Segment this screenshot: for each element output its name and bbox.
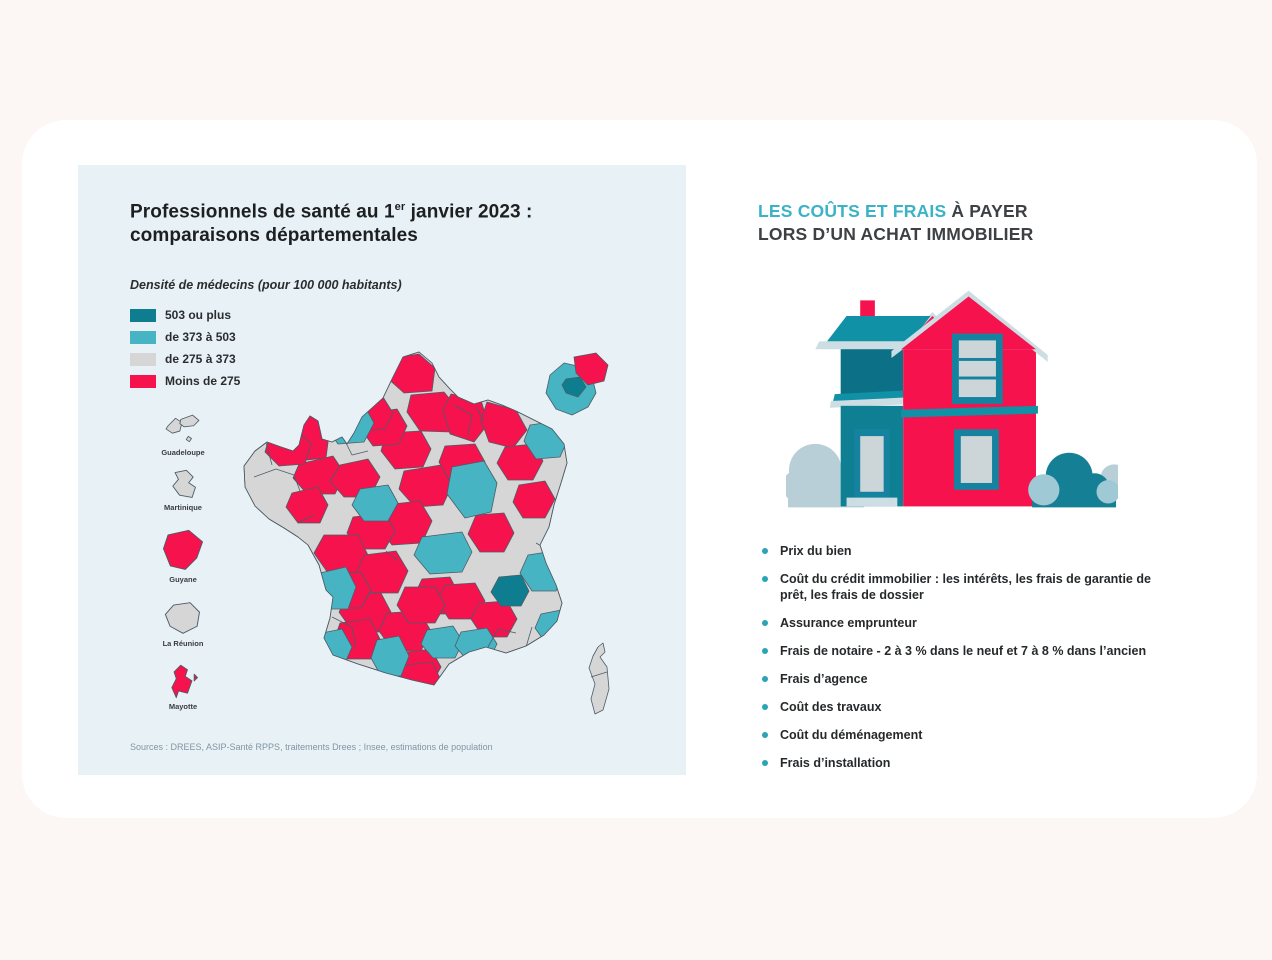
legend-row: de 275 à 373	[130, 348, 240, 370]
list-item: Coût du déménagement	[758, 727, 1168, 743]
legend-label: de 373 à 503	[165, 330, 236, 344]
legend-label: 503 ou plus	[165, 308, 232, 322]
map-title: Professionnels de santé au 1er janvier 2…	[130, 201, 533, 247]
house-illustration	[782, 286, 1128, 512]
title-superscript: er	[394, 201, 406, 213]
legend-swatch-373-503	[130, 330, 156, 344]
territory-martinique: Martinique	[138, 468, 228, 512]
costs-title: LES COÛTS ET FRAIS À PAYER LORS D’UN ACH…	[758, 201, 1034, 244]
list-item: Frais de notaire - 2 à 3 % dans le neuf …	[758, 643, 1168, 659]
costs-list: Prix du bien Coût du crédit immobilier :…	[758, 543, 1168, 783]
legend-row: de 373 à 503	[130, 326, 240, 348]
legend-swatch-275-373	[130, 352, 156, 366]
list-item: Coût du crédit immobilier : les intérêts…	[758, 571, 1168, 603]
legend-swatch-moins-275	[130, 374, 156, 388]
legend-label: de 275 à 373	[165, 352, 236, 366]
list-item: Coût des travaux	[758, 699, 1168, 715]
costs-title-highlight: LES COÛTS ET FRAIS	[758, 201, 947, 221]
france-choropleth-map	[236, 347, 666, 732]
bush-right	[1028, 452, 1128, 508]
map-source: Sources : DREES, ASIP-Santé RPPS, traite…	[130, 742, 493, 752]
legend-label: Moins de 275	[165, 374, 241, 388]
legend-row: 503 ou plus	[130, 304, 240, 326]
territory-la-reunion: La Réunion	[138, 598, 228, 648]
map-panel: Professionnels de santé au 1er janvier 2…	[78, 165, 686, 775]
territory-guadeloupe: Guadeloupe	[138, 413, 228, 457]
house	[815, 290, 1048, 507]
list-item: Prix du bien	[758, 543, 1168, 559]
legend-swatch-503-plus	[130, 308, 156, 322]
content-card: Professionnels de santé au 1er janvier 2…	[22, 120, 1257, 818]
map-legend: 503 ou plus de 373 à 503 de 275 à 373 Mo…	[130, 304, 240, 392]
legend-title: Densité de médecins (pour 100 000 habita…	[130, 278, 402, 292]
legend-row: Moins de 275	[130, 370, 240, 392]
list-item: Frais d’agence	[758, 671, 1168, 687]
list-item: Assurance emprunteur	[758, 615, 1168, 631]
territory-guyane: Guyane	[138, 528, 228, 584]
territory-mayotte: Mayotte	[138, 663, 228, 711]
costs-panel: LES COÛTS ET FRAIS À PAYER LORS D’UN ACH…	[758, 200, 1178, 770]
list-item: Frais d’installation	[758, 755, 1168, 771]
